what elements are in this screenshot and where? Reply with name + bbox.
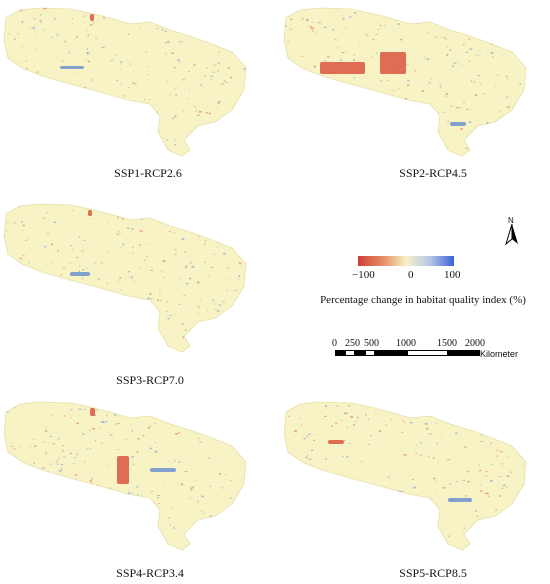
region-map-ssp4	[3, 401, 247, 551]
legend: −100 0 100 Percentage change in habitat …	[298, 214, 548, 364]
region-shape	[3, 203, 247, 353]
panel-label-ssp1: SSP1-RCP2.6	[114, 166, 182, 180]
legend-title: Percentage change in habitat quality ind…	[320, 294, 526, 306]
region-map-ssp3	[3, 203, 247, 353]
panel-label-ssp2: SSP2-RCP4.5	[399, 166, 467, 180]
scale-unit-label: Kilometer	[480, 349, 519, 359]
colorbar	[358, 256, 454, 266]
north-arrow: N	[502, 216, 522, 246]
scale-bar-seg-7	[448, 350, 480, 356]
scale-bar-seg-6	[407, 350, 448, 356]
region-shape	[3, 7, 247, 157]
scale-bar-seg-4	[365, 350, 375, 356]
colorbar-mid-label: 0	[408, 269, 414, 281]
scale-tick-1000: 1000	[396, 338, 416, 349]
colorbar-max-label: 100	[444, 269, 461, 281]
region-map-ssp5	[283, 401, 527, 551]
scale-tick-0: 0	[332, 338, 337, 349]
scale-bar-seg-5	[375, 350, 407, 356]
panel-label-ssp5: SSP5-RCP8.5	[399, 566, 467, 580]
scale-bar-seg-2	[345, 350, 355, 356]
region-map-ssp2	[283, 7, 527, 157]
scale-tick-250: 250	[345, 338, 360, 349]
colorbar-min-label: −100	[352, 269, 375, 281]
region-shape	[283, 7, 527, 157]
panel-label-ssp3: SSP3-RCP7.0	[116, 373, 184, 387]
panel-label-ssp4: SSP4-RCP3.4	[116, 566, 184, 580]
scale-bar-seg-3	[355, 350, 365, 356]
scale-bar-seg-1	[335, 350, 345, 356]
region-map-ssp1	[3, 7, 247, 157]
scale-tick-2000: 2000	[465, 338, 485, 349]
region-shape	[283, 401, 527, 551]
scale-tick-1500: 1500	[437, 338, 457, 349]
north-arrow-icon	[505, 224, 518, 246]
north-label: N	[508, 216, 514, 225]
scale-tick-500: 500	[364, 338, 379, 349]
